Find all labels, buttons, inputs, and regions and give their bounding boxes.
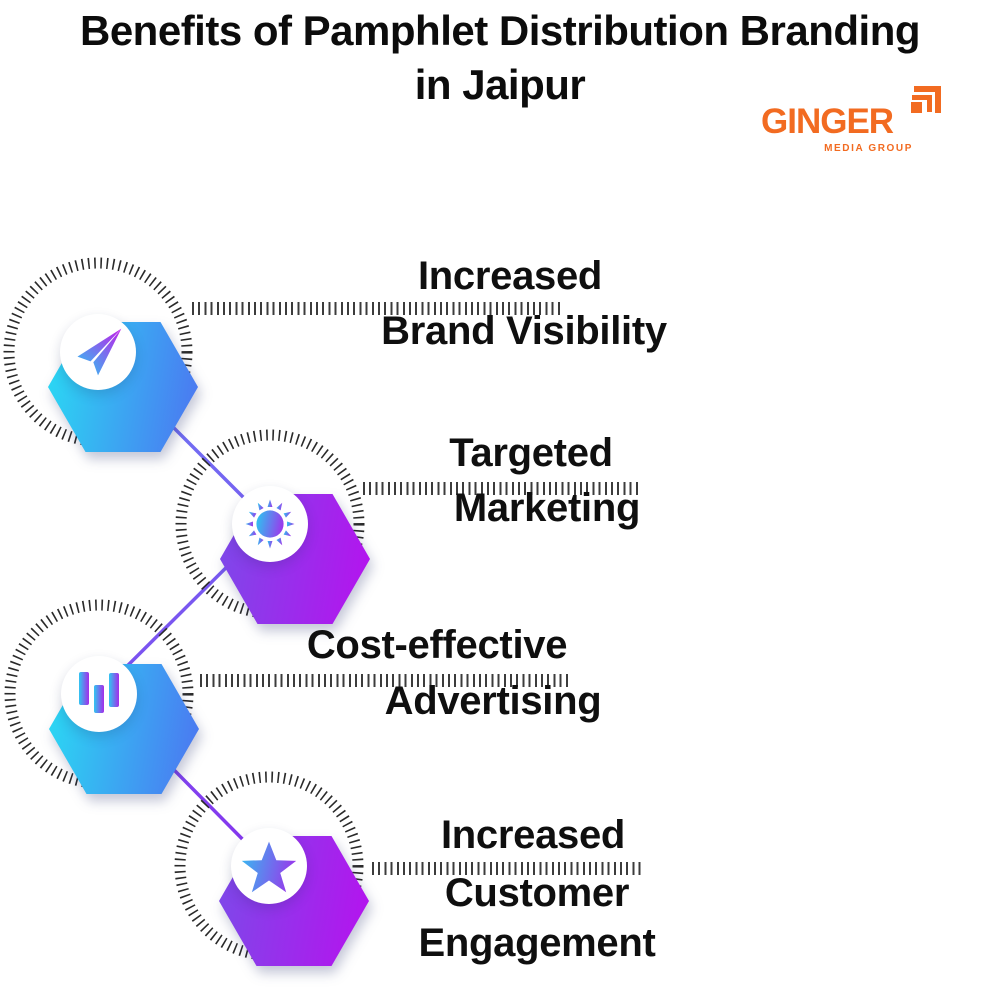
label-targeted-marketing-line1: Targeted [449, 431, 613, 475]
title-line-1: Benefits of Pamphlet Distribution Brandi… [79, 7, 921, 54]
tick-circle [3, 257, 193, 447]
bar-chart-icon [79, 672, 119, 713]
ginger-logo-icon [911, 86, 941, 113]
page-title: Benefits of Pamphlet Distribution Brandi… [0, 4, 1000, 112]
brand-logo: GINGER MEDIA GROUP [755, 86, 945, 158]
icon-circle [61, 656, 137, 732]
benefit-node-targeted-marketing [170, 424, 370, 624]
logo-tagline: MEDIA GROUP [824, 143, 913, 154]
label-brand-visibility-line2: Brand Visibility [381, 309, 667, 353]
dotted-leader-line [192, 302, 564, 315]
star-icon [241, 841, 297, 893]
label-customer-engagement-line2: Customer [444, 871, 630, 915]
dotted-leader-line [372, 862, 644, 875]
label-brand-visibility-line1: Increased [417, 254, 603, 298]
label-customer-engagement-line1: Increased [440, 813, 626, 857]
tick-circle [175, 429, 365, 619]
title-line-2: in Jaipur [414, 61, 586, 108]
label-cost-effective-line1: Cost-effective [306, 623, 568, 667]
label-targeted-marketing-line2: Marketing [453, 486, 641, 530]
dotted-leader-line [363, 482, 641, 495]
benefit-node-customer-engagement [169, 766, 369, 966]
tick-circle [4, 599, 194, 789]
label-cost-effective-line2: Advertising [384, 679, 602, 723]
sun-icon [245, 499, 295, 549]
benefit-node-cost-effective [0, 594, 199, 794]
benefit-node-brand-visibility [0, 252, 198, 452]
icon-circle [232, 486, 308, 562]
paper-plane-icon [77, 328, 122, 376]
tick-circle [174, 771, 364, 961]
logo-name: GINGER [761, 102, 894, 141]
icon-circle [231, 828, 307, 904]
label-customer-engagement-line3: Engagement [418, 921, 656, 965]
icon-circle [60, 314, 136, 390]
dotted-leader-line [200, 674, 571, 687]
